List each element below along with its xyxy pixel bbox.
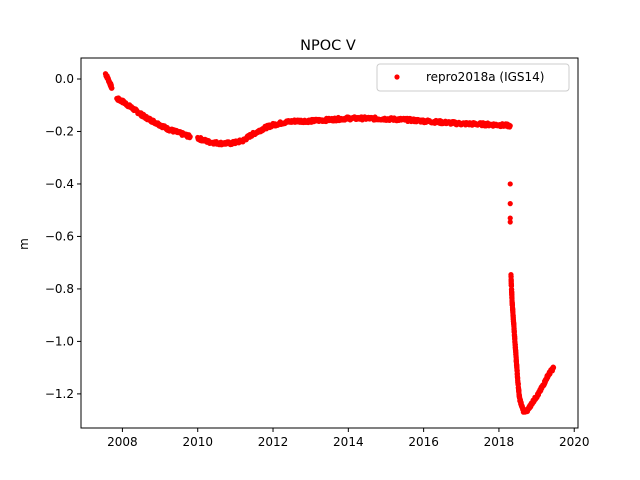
y-axis: 0.0 −0.2 −0.4 −0.6 −0.8 −1.0 −1.2 bbox=[45, 72, 81, 401]
data-point bbox=[507, 123, 513, 129]
x-tick-label: 2014 bbox=[333, 435, 364, 449]
x-axis: 2008 2010 2012 2014 2016 2018 2020 bbox=[107, 428, 590, 449]
data-point bbox=[507, 219, 513, 225]
data-point bbox=[187, 134, 193, 140]
y-tick-label: −1.2 bbox=[45, 387, 74, 401]
data-point bbox=[109, 85, 115, 91]
chart-title: NPOC V bbox=[300, 38, 356, 54]
y-axis-label: m bbox=[17, 238, 31, 250]
legend-box bbox=[376, 63, 570, 92]
data-point bbox=[507, 215, 513, 221]
y-tick-label: 0.0 bbox=[55, 72, 74, 86]
x-tick-label: 2010 bbox=[182, 435, 213, 449]
data-point bbox=[507, 201, 513, 207]
data-points bbox=[102, 71, 557, 415]
legend-label: repro2018a (IGS14) bbox=[426, 70, 544, 84]
x-tick-label: 2008 bbox=[107, 435, 138, 449]
x-tick-label: 2016 bbox=[408, 435, 439, 449]
y-tick-label: −0.4 bbox=[45, 177, 74, 191]
plot-frame bbox=[80, 57, 579, 429]
y-tick-label: −1.0 bbox=[45, 334, 74, 348]
y-tick-label: −0.2 bbox=[45, 124, 74, 138]
data-point bbox=[507, 181, 513, 187]
x-tick-label: 2012 bbox=[258, 435, 289, 449]
y-tick-label: −0.8 bbox=[45, 282, 74, 296]
legend: repro2018a (IGS14) bbox=[376, 63, 570, 92]
y-tick-label: −0.6 bbox=[45, 229, 74, 243]
data-point bbox=[550, 365, 557, 371]
x-tick-label: 2018 bbox=[484, 435, 515, 449]
legend-marker bbox=[394, 74, 400, 80]
x-tick-label: 2020 bbox=[559, 435, 590, 449]
